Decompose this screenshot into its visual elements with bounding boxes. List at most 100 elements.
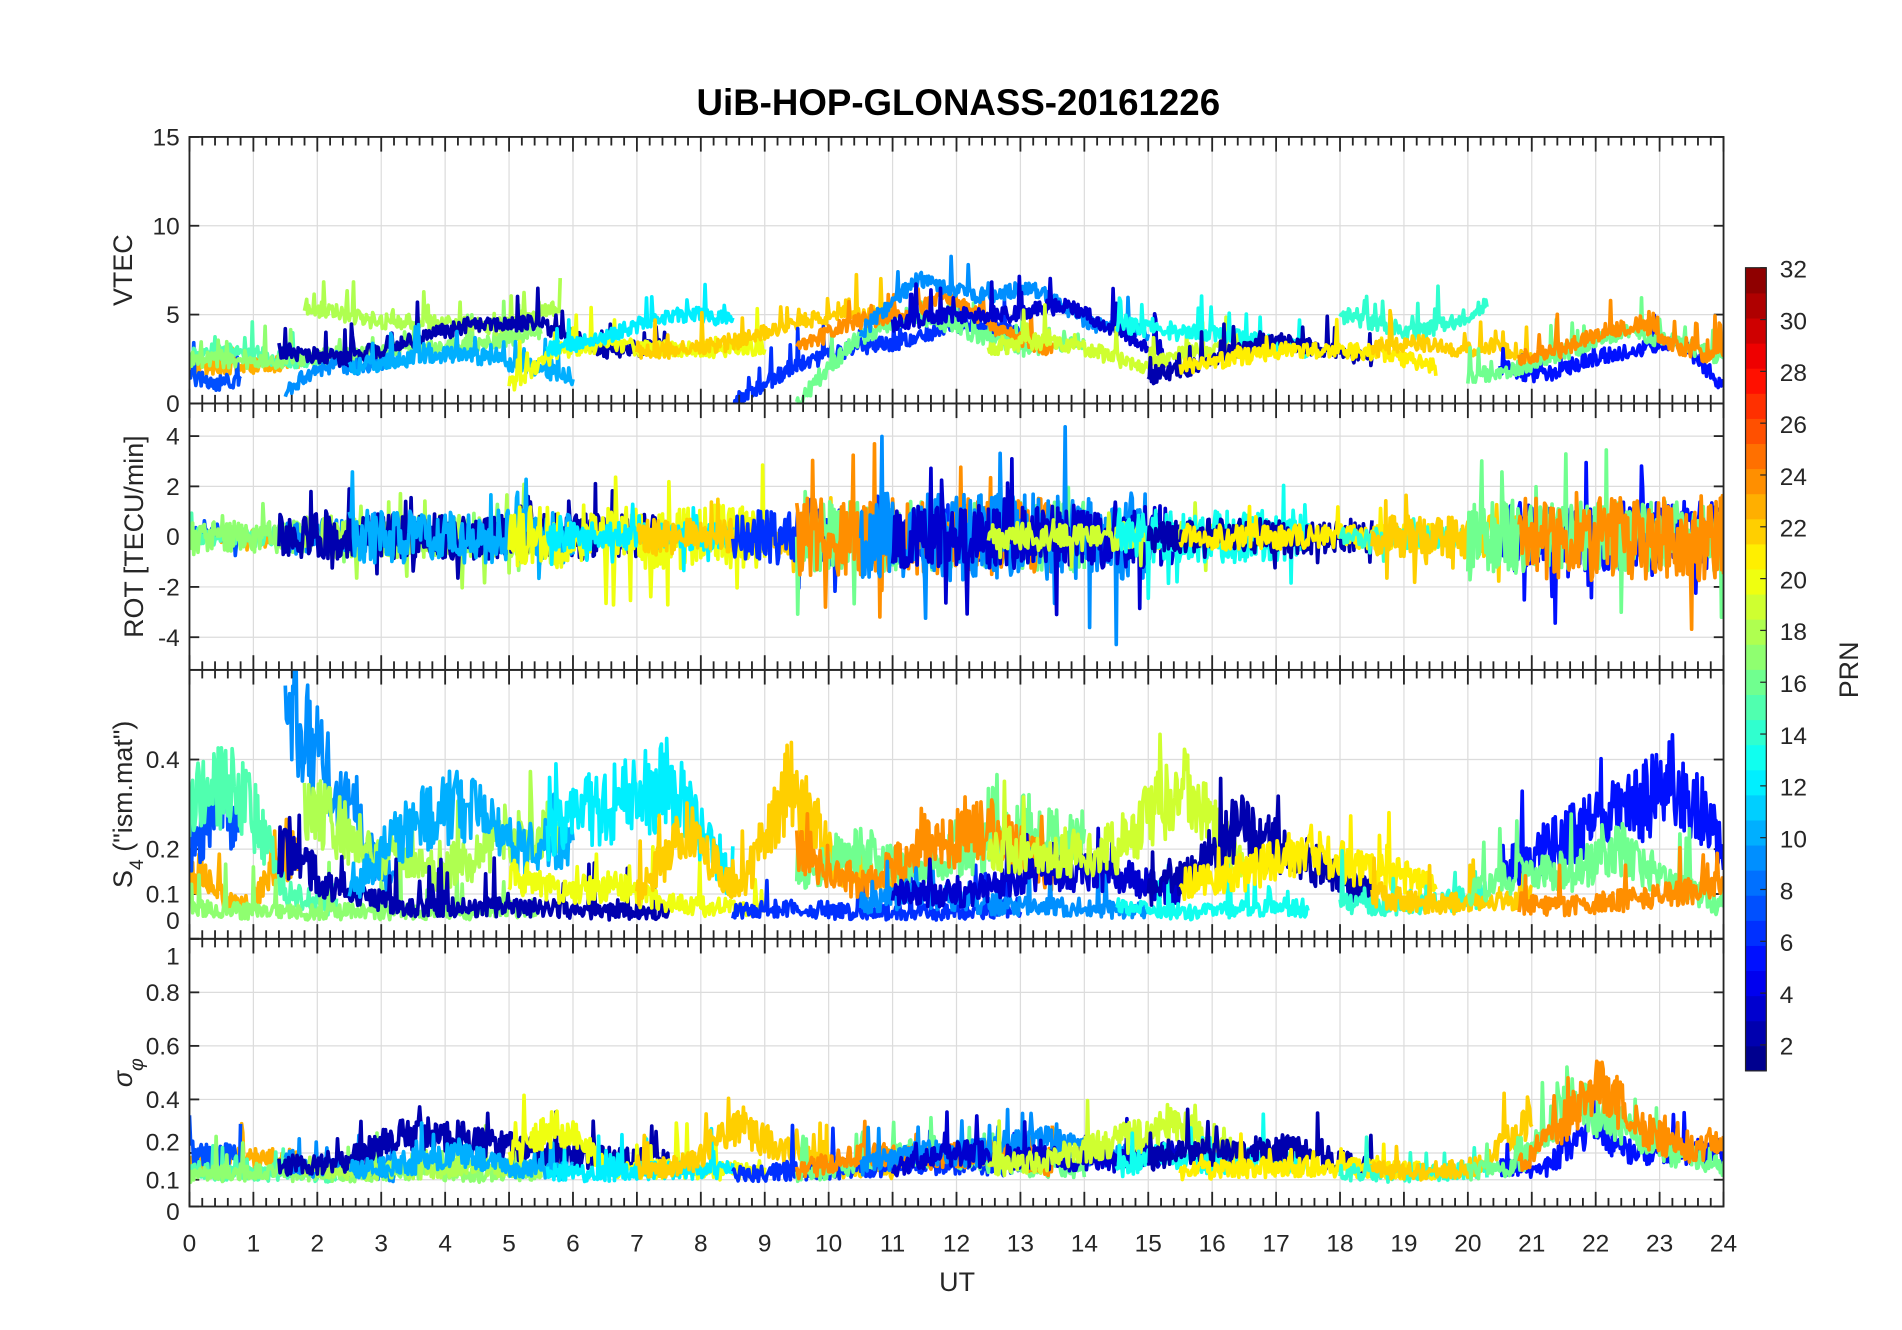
series-line-prn-2 <box>277 813 671 922</box>
y-tick-label: 10 <box>153 213 180 240</box>
y-tick-label: 0.2 <box>146 837 180 864</box>
colorbar-label: PRN <box>1834 642 1864 699</box>
colorbar-segment <box>1745 769 1767 796</box>
x-tick-label: 10 <box>815 1231 842 1258</box>
colorbar-frame <box>1744 267 1767 1072</box>
y-label-main: S <box>108 870 138 888</box>
colorbar-tick-label: 8 <box>1780 878 1794 905</box>
y-tick-label: 0.2 <box>146 1130 180 1157</box>
colorbar-segment <box>1745 794 1767 821</box>
colorbar-segment <box>1745 343 1767 369</box>
series-line-prn-22 <box>1370 856 1534 916</box>
colorbar-segment <box>1745 844 1767 871</box>
y-tick-label: 0 <box>166 908 180 935</box>
series-line-prn-2 <box>1146 516 1374 570</box>
series-line-prn-7 <box>189 340 242 393</box>
series-line-prn-3 <box>890 456 1183 617</box>
colorbar-tick-label: 18 <box>1780 619 1807 646</box>
series-line-prn-10 <box>347 769 575 899</box>
y-label-sub: φ <box>126 1058 148 1071</box>
colorbar-segment <box>1745 945 1767 972</box>
colorbar-segment <box>1745 368 1767 394</box>
colorbar-tick-label: 28 <box>1780 360 1807 387</box>
colorbar-tick-label: 2 <box>1780 1034 1794 1061</box>
colorbar-segment <box>1745 619 1767 645</box>
x-tick-label: 12 <box>943 1231 970 1258</box>
colorbar-tick-label: 20 <box>1780 567 1807 594</box>
series-line-prn-24 <box>1517 845 1724 918</box>
y-axis-label: σφ <box>108 1058 148 1087</box>
series-line-prn-12 <box>545 282 735 357</box>
colorbar-tick-label: 14 <box>1780 723 1807 750</box>
x-tick-label: 18 <box>1326 1231 1353 1258</box>
x-tick-label: 21 <box>1518 1231 1545 1258</box>
x-tick-label: 4 <box>438 1231 452 1258</box>
x-tick-label: 2 <box>311 1231 325 1258</box>
colorbar-tick-label: 16 <box>1780 671 1807 698</box>
colorbar-segment <box>1745 1020 1767 1047</box>
series-group <box>189 669 1724 922</box>
x-tick-label: 6 <box>566 1231 580 1258</box>
y-tick-label: 0 <box>166 391 180 418</box>
y-axis-label: VTEC <box>108 234 138 306</box>
colorbar-segment <box>1745 568 1767 595</box>
series-line-prn-10 <box>347 470 575 581</box>
series-line-prn-12 <box>545 736 735 896</box>
colorbar-segment <box>1745 719 1767 746</box>
y-tick-label: 2 <box>166 474 180 501</box>
colorbar-tick-label: 24 <box>1780 464 1807 491</box>
x-tick-label: 1 <box>247 1231 261 1258</box>
colorbar-segment <box>1745 317 1767 344</box>
series-line-prn-24 <box>1517 490 1724 632</box>
y-label-rest: ("ism.mat") <box>108 721 138 860</box>
y-tick-label: 15 <box>153 124 180 151</box>
series-group <box>189 254 1724 404</box>
colorbar-segment <box>1745 669 1767 695</box>
y-label-sub: 4 <box>126 859 148 870</box>
x-tick-label: 15 <box>1135 1231 1162 1258</box>
colorbar-segment <box>1745 1045 1767 1072</box>
y-tick-label: 1 <box>166 943 180 970</box>
y-tick-label: 0 <box>166 1199 180 1226</box>
series-line-prn-6 <box>731 854 1023 922</box>
colorbar-segment <box>1745 694 1767 721</box>
x-tick-label: 22 <box>1582 1231 1609 1258</box>
series-line-prn-14 <box>1338 284 1489 341</box>
x-tick-label: 5 <box>502 1231 516 1258</box>
colorbar-tick-label: 4 <box>1780 982 1794 1009</box>
x-tick-label: 11 <box>880 1231 905 1258</box>
series-line-prn-24 <box>1517 1059 1724 1172</box>
series-line-prn-24 <box>1517 298 1724 367</box>
colorbar-tick-label: 32 <box>1780 257 1807 284</box>
panel-rot: -4 -2 0 2 4 ROT [TECU/min] <box>119 402 1725 671</box>
colorbar-segment <box>1745 644 1767 670</box>
colorbar-segment <box>1745 970 1767 997</box>
colorbar-segment <box>1745 267 1767 294</box>
y-tick-label: 5 <box>166 302 180 329</box>
series-group <box>189 425 1724 647</box>
colorbar-tick-label: 10 <box>1780 826 1807 853</box>
colorbar-segment <box>1745 870 1767 896</box>
colorbar-tick-label: 26 <box>1780 412 1807 439</box>
series-line-prn-23 <box>189 340 300 378</box>
colorbar-segment <box>1745 292 1767 319</box>
series-line-prn-9 <box>858 254 1151 342</box>
x-tick-label: 8 <box>694 1231 708 1258</box>
colorbar-tick-label: 12 <box>1780 775 1807 802</box>
y-axis-label: ROT [TECU/min] <box>119 435 149 638</box>
series-line-prn-20 <box>507 1093 767 1182</box>
panel-sig: 0 0.1 0.2 0.4 0.6 0.8 1 σφ <box>108 937 1725 1226</box>
y-tick-label: 0.8 <box>146 980 180 1007</box>
y-tick-label: 0.1 <box>146 1167 180 1194</box>
x-tick-label: 9 <box>758 1231 772 1258</box>
series-line-prn-20 <box>507 845 767 919</box>
colorbar-segment <box>1745 543 1767 570</box>
y-tick-label: 4 <box>166 424 180 451</box>
series-line-prn-3 <box>890 274 1182 373</box>
y-tick-label: -4 <box>158 625 180 652</box>
x-axis-label: UT <box>939 1267 975 1297</box>
colorbar-segment <box>1745 920 1767 946</box>
